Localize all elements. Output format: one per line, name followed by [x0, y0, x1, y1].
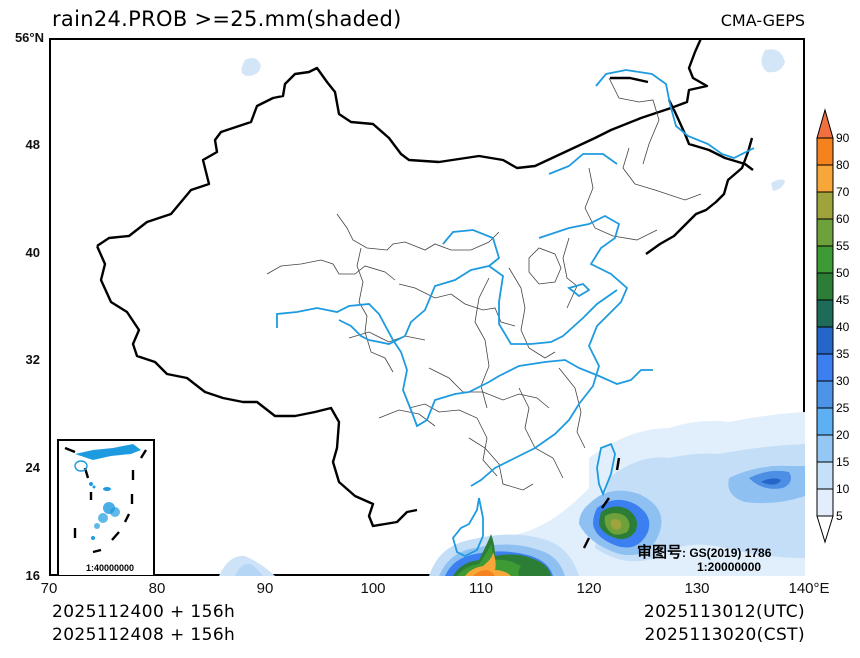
lat-label-40: 40 — [25, 245, 40, 260]
colorbar-label-50: 50 — [836, 266, 850, 280]
lat-label-32: 32 — [25, 352, 40, 367]
review-label: 审图号 — [637, 544, 683, 561]
model-label: CMA-GEPS — [720, 11, 805, 30]
valid-time-utc: 2025113012(UTC) — [643, 602, 805, 622]
colorbar-label-10: 10 — [836, 482, 850, 496]
init-time-utc: 2025112400 + 156h — [52, 602, 236, 622]
colorbar — [816, 108, 834, 544]
review-code: : GS(2019) 1786 — [682, 546, 772, 560]
lon-label-120: 120 — [576, 580, 602, 597]
south-china-sea-inset — [57, 439, 155, 576]
lat-label-48: 48 — [25, 137, 40, 152]
lon-label-110: 110 — [469, 580, 493, 597]
valid-time-cst: 2025113020(CST) — [644, 625, 805, 645]
colorbar-label-45: 45 — [836, 293, 850, 307]
lat-label-24: 24 — [25, 460, 40, 475]
colorbar-label-60: 60 — [836, 212, 850, 226]
precip-shading — [219, 49, 805, 576]
national-border — [95, 38, 754, 528]
colorbar-label-55: 55 — [836, 239, 850, 253]
map-review-stamp: 审图号: GS(2019) 1786 — [637, 541, 771, 562]
colorbar-label-30: 30 — [836, 374, 850, 388]
colorbar-label-70: 70 — [836, 185, 850, 199]
colorbar-label-25: 25 — [836, 401, 850, 415]
colorbar-label-40: 40 — [836, 320, 850, 334]
lon-label-140: 140°E — [788, 580, 830, 597]
lat-label-56: 56°N — [14, 30, 44, 45]
init-time-cst: 2025112408 + 156h — [52, 625, 236, 645]
colorbar-label-15: 15 — [836, 455, 850, 469]
lat-label-16: 16 — [25, 568, 40, 583]
colorbar-label-80: 80 — [836, 158, 850, 172]
lon-label-90: 90 — [256, 580, 274, 597]
nine-dash-line — [582, 457, 621, 549]
colorbar-label-5: 5 — [836, 509, 843, 523]
lon-label-130: 130 — [684, 580, 710, 597]
lon-label-80: 80 — [148, 580, 166, 597]
colorbar-label-90: 90 — [836, 131, 850, 145]
inset-scale: 1:40000000 — [85, 563, 135, 573]
map-canvas — [57, 38, 805, 576]
lon-label-70: 70 — [40, 580, 58, 597]
lon-label-100: 100 — [360, 580, 386, 597]
rivers-coastline — [276, 69, 755, 558]
chart-title: rain24.PROB >=25.mm(shaded) — [52, 7, 402, 31]
province-borders — [266, 77, 702, 491]
map-scale: 1:20000000 — [697, 560, 762, 574]
colorbar-label-35: 35 — [836, 347, 850, 361]
colorbar-label-20: 20 — [836, 428, 850, 442]
